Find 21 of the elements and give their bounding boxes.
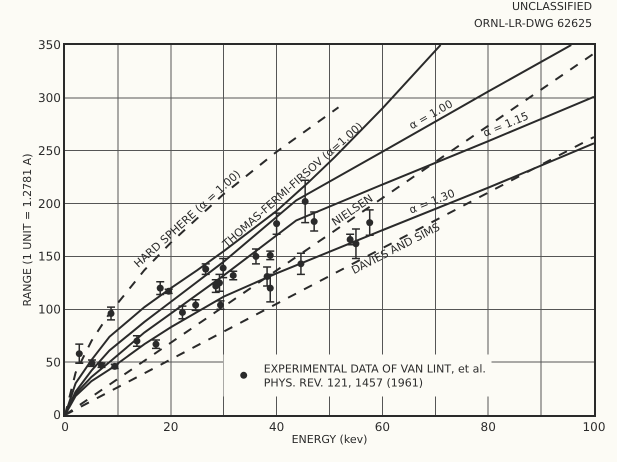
text: α = 1.30 <box>407 186 457 216</box>
y-tick-label: 100 <box>38 302 61 316</box>
x-tick-label: 20 <box>163 420 178 434</box>
legend-label: EXPERIMENTAL DATA OF VAN LINT, et al. PHYS. REV. 121, 1457 (1961) <box>264 362 486 390</box>
y-tick-label: 250 <box>38 144 61 158</box>
x-axis-title: ENERGY (kev) <box>292 432 368 446</box>
y-tick-label: 300 <box>38 91 61 106</box>
y-axis-title: RANGE (1 UNIT = 1.2781 A) <box>21 154 34 306</box>
y-tick-label: 200 <box>38 196 61 211</box>
text: ORNL-LR-DWG 62625 <box>474 17 592 30</box>
x-tick-label: 60 <box>374 420 390 434</box>
text: UNCLASSIFIED <box>512 0 592 13</box>
text: α = 1.00 <box>406 97 456 132</box>
x-tick-label: 40 <box>268 420 284 434</box>
x-tick-label: 100 <box>582 420 606 434</box>
text: α = 1.15 <box>481 110 530 140</box>
x-tick-label: 80 <box>480 420 496 434</box>
y-tick-label: 350 <box>38 38 61 52</box>
y-tick-label: 50 <box>46 355 61 370</box>
y-tick-label: 150 <box>38 250 61 264</box>
y-tick-label: 0 <box>53 408 61 422</box>
